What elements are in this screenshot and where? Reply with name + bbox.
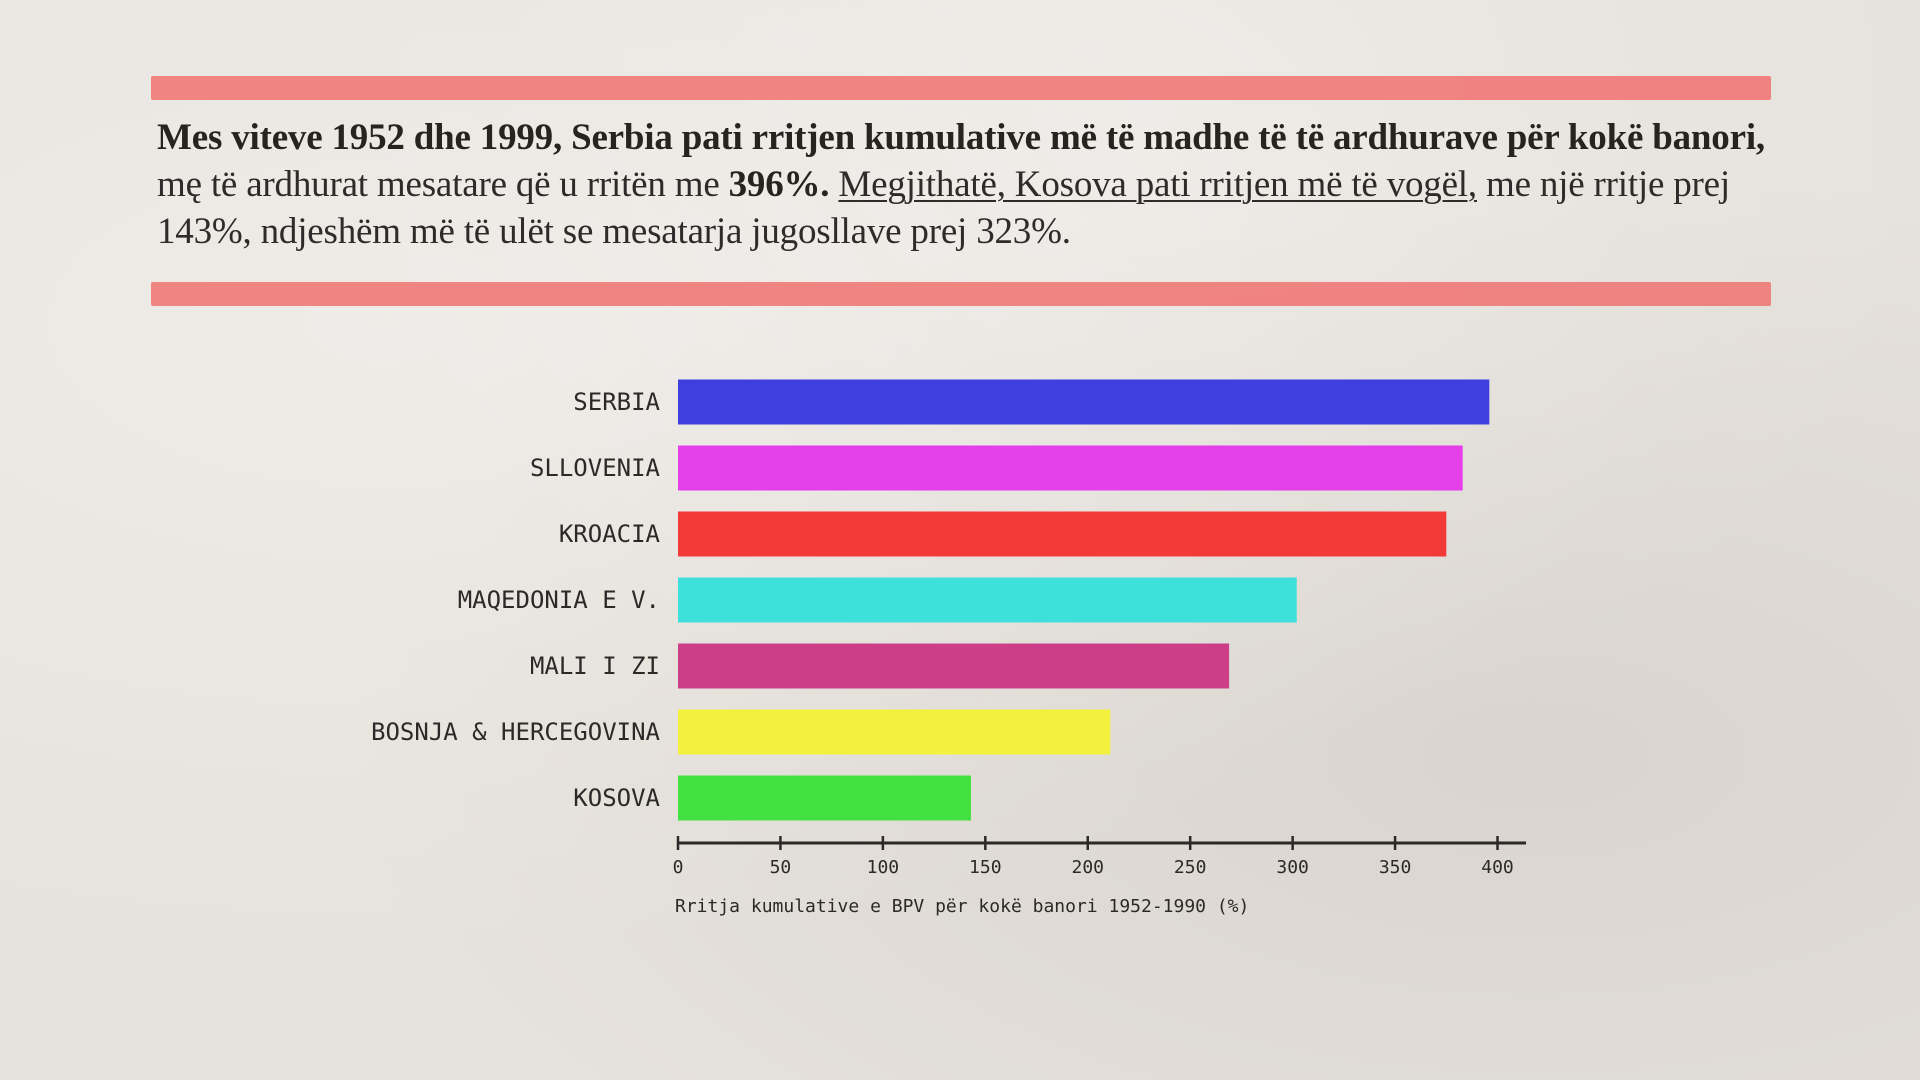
- headline-underlined-segment: Megjithatë, Kosova pati rritjen më të vo…: [838, 164, 1477, 205]
- bar-maqedonia-e-v: [678, 577, 1297, 623]
- top-accent-stripe: [151, 76, 1771, 100]
- bar-serbia: [678, 379, 1490, 425]
- headline-bold-percent: 396%.: [728, 164, 830, 205]
- x-axis: 0 50 100 150 200 250 300 350 400: [673, 836, 1526, 878]
- x-tick-label: 150: [969, 857, 1002, 878]
- category-label: KROACIA: [559, 520, 661, 548]
- x-tick-label: 400: [1481, 857, 1514, 878]
- headline-text-segment: mę të ardhurat mesatare që u rritën me: [157, 164, 729, 205]
- headline-text-tail: me një rritje prej 143%, ndjeshëm më të …: [157, 164, 1730, 252]
- x-tick-label: 250: [1174, 857, 1207, 878]
- x-axis-title: Rritja kumulative e BPV për kokë banori …: [675, 896, 1249, 917]
- category-label: SLLOVENIA: [530, 454, 661, 482]
- bar-kroacia: [678, 511, 1447, 557]
- bars-layer: [678, 379, 1490, 821]
- category-label: BOSNJA & HERCEGOVINA: [371, 718, 661, 746]
- bar-bosnja-hercegovina: [678, 709, 1111, 755]
- bar-kosova: [678, 775, 971, 821]
- category-label: SERBIA: [573, 388, 660, 416]
- category-label: MALI I ZI: [530, 652, 660, 680]
- x-tick-label: 300: [1276, 857, 1309, 878]
- x-tick-label: 350: [1379, 857, 1412, 878]
- headline-text: Mes viteve 1952 dhe 1999, Serbia pati rr…: [157, 114, 1769, 255]
- bar-sllovenia: [678, 445, 1463, 491]
- x-tick-label: 100: [867, 857, 900, 878]
- x-tick-label: 50: [770, 857, 792, 878]
- x-tick-label: 0: [673, 857, 684, 878]
- bar-mali-i-zi: [678, 643, 1230, 689]
- bottom-accent-stripe: [151, 282, 1771, 306]
- headline-bold-lead: Mes viteve 1952 dhe 1999, Serbia pati rr…: [157, 117, 1765, 158]
- category-labels-layer: SERBIA SLLOVENIA KROACIA MAQEDONIA E V. MALI…: [371, 388, 661, 812]
- x-tick-label: 200: [1071, 857, 1104, 878]
- category-label: MAQEDONIA E V.: [458, 586, 660, 614]
- category-label: KOSOVA: [573, 784, 660, 812]
